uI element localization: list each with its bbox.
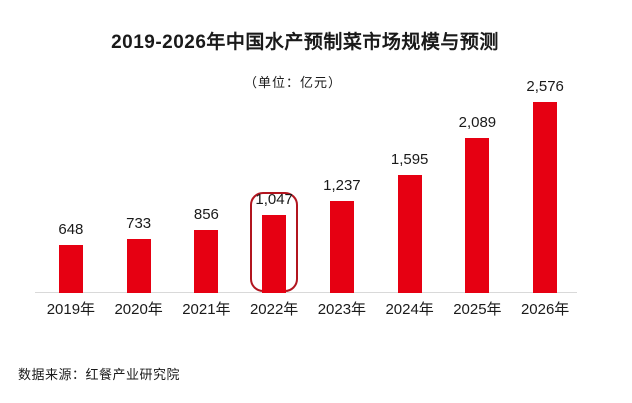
x-tick-label-2019年: 2019年: [46, 301, 96, 318]
x-tick-label-2023年: 2023年: [317, 301, 367, 318]
bar-column-2026年: 2,576: [511, 78, 579, 293]
x-tick-label-2022年: 2022年: [249, 301, 299, 318]
bar-2019年: [58, 245, 83, 293]
bar-column-2022年: 1,047: [240, 85, 308, 293]
x-axis-labels: 2019年 2020年 2021年 2022年 2023年 2024年 2025年 2026年: [37, 300, 579, 322]
x-tick-label-2025年: 2025年: [453, 301, 502, 318]
bar-column-2019年: 648: [37, 85, 105, 293]
x-tick-label-2020年: 2020年: [114, 301, 163, 318]
chart-title: 2019-2026年中国水产预制菜市场规模与预测: [111, 32, 499, 53]
value-label-2023年: 1,237: [323, 177, 361, 195]
value-label-2025年: 2,089: [458, 114, 497, 132]
chart-subtitle: （单位：亿元）: [243, 75, 342, 90]
x-axis-line: [35, 292, 577, 293]
bar-column-2025年: 2,089: [444, 85, 512, 293]
value-label-2021年: 856: [193, 205, 219, 223]
bar-2025年: [465, 138, 490, 293]
data-source-note: 数据来源：红餐产业研究院: [18, 367, 181, 382]
x-tick-label-2026年: 2026年: [520, 301, 570, 318]
bar-2024年: [397, 174, 422, 293]
bar-column-2021年: 856: [173, 85, 241, 293]
bar-column-2024年: 1,595: [376, 85, 444, 293]
x-tick-label-2021年: 2021年: [182, 301, 231, 318]
bar-2026年: [533, 102, 558, 293]
bar-2021年: [194, 229, 219, 293]
value-label-2024年: 1,595: [390, 150, 429, 168]
value-label-2020年: 733: [126, 214, 152, 232]
plot-area: 648 733 856 1,047 1,237 1,595 2,089 2,576: [35, 78, 579, 293]
value-label-2026年: 2,576: [526, 78, 564, 96]
x-tick-label-2024年: 2024年: [385, 301, 434, 318]
bar-column-2023年: 1,237: [308, 85, 376, 293]
bar-2020年: [126, 238, 151, 293]
value-label-2019年: 648: [58, 221, 84, 238]
bar-2023年: [329, 201, 354, 293]
value-label-2022年: 1,047: [255, 191, 293, 209]
bar-2022年: [262, 215, 287, 293]
bar-column-2020年: 733: [105, 85, 173, 293]
